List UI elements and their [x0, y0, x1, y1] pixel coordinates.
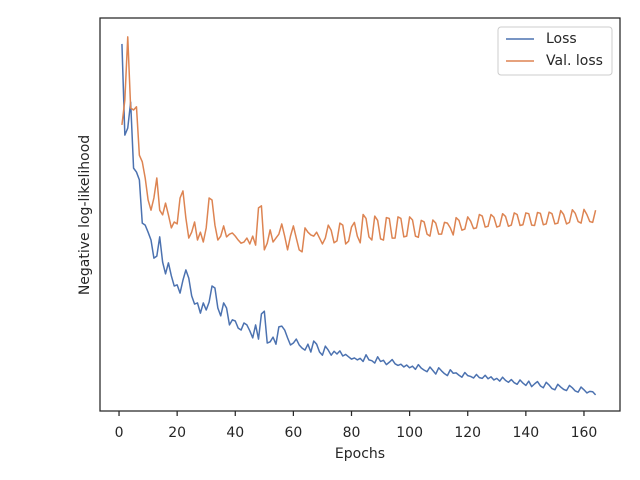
x-tick-label: 160 — [571, 425, 598, 441]
x-tick-label: 20 — [168, 425, 186, 441]
x-tick-label: 140 — [512, 425, 539, 441]
x-tick-label: 100 — [396, 425, 423, 441]
line-series — [121, 43, 597, 396]
x-tick-label: 60 — [284, 425, 302, 441]
line-series — [121, 36, 597, 253]
x-tick-label: 120 — [454, 425, 481, 441]
y-axis-label: Negative log-likelihood — [77, 135, 93, 295]
x-axis-label: Epochs — [335, 446, 385, 462]
x-tick-label: 40 — [226, 425, 244, 441]
legend-label: Loss — [546, 31, 577, 47]
x-tick-label: 0 — [115, 425, 124, 441]
legend-label: Val. loss — [546, 53, 603, 69]
x-tick-label: 80 — [343, 425, 361, 441]
plot-frame — [99, 17, 621, 412]
